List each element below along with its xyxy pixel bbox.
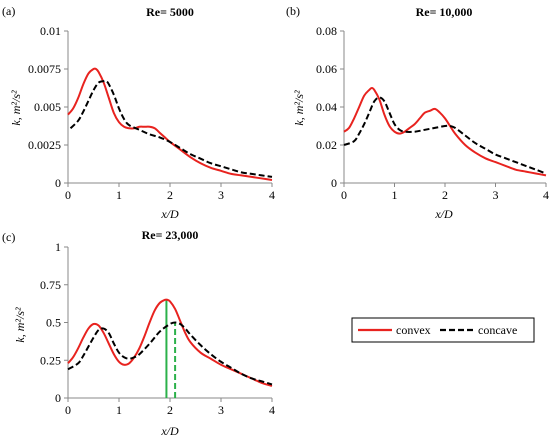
panel-b-plot: 0 0.02 0.04 0.06 0.08 0 1 2 3 4 bbox=[316, 24, 549, 202]
panel-c-xtick-label: 1 bbox=[116, 403, 122, 417]
panel-c-xtick-label: 0 bbox=[65, 403, 71, 417]
panel-a-ytick-label: 0 bbox=[55, 176, 61, 190]
panel-a-xtick-label: 3 bbox=[218, 188, 224, 202]
panel-a-xtick-label: 4 bbox=[269, 188, 275, 202]
legend-label-convex: convex bbox=[396, 323, 431, 337]
panel-b-xtick-label: 0 bbox=[341, 188, 347, 202]
panel-c-xtick-label: 2 bbox=[167, 403, 173, 417]
panel-a-series-convex bbox=[67, 67, 273, 181]
panel-a-ytick-label: 0.005 bbox=[34, 100, 61, 114]
panel-b-xtick-label: 2 bbox=[442, 188, 448, 202]
panel-a-title: Re= 5000 bbox=[146, 5, 194, 19]
panel-b-ytick-label: 0.02 bbox=[316, 138, 337, 152]
panel-a-xtick-label: 0 bbox=[65, 188, 71, 202]
panel-b-series-concave bbox=[343, 96, 547, 175]
panel-a-ytick-label: 0.0025 bbox=[28, 138, 61, 152]
panel-c-title: Re= 23,000 bbox=[142, 228, 199, 242]
panel-a: (a) Re= 5000 x/D k, m²/s² 0 0.0025 0.005 0.… bbox=[2, 4, 275, 221]
panel-c-series-convex bbox=[67, 298, 273, 387]
panel-b-ytick-label: 0 bbox=[331, 176, 337, 190]
panel-a-plot: 0 0.0025 0.005 0.0075 0.01 0 1 2 3 4 bbox=[28, 24, 275, 202]
panel-b-ytick-label: 0.06 bbox=[316, 62, 337, 76]
panel-c-series-concave bbox=[67, 321, 273, 386]
panel-c-ytick-label: 0.25 bbox=[40, 353, 61, 367]
panel-b-xtick-label: 3 bbox=[493, 188, 499, 202]
panel-a-xlabel: x/D bbox=[160, 207, 179, 221]
panel-a-label: (a) bbox=[2, 4, 15, 18]
legend-label-concave: concave bbox=[478, 323, 517, 337]
panel-a-xtick-label: 2 bbox=[167, 188, 173, 202]
panel-b-ytick-label: 0.04 bbox=[316, 100, 337, 114]
panel-b-xlabel: x/D bbox=[434, 207, 453, 221]
panel-a-ylabel: k, m²/s² bbox=[9, 90, 23, 126]
panel-c-ylabel: k, m²/s² bbox=[13, 307, 27, 343]
panel-c-xtick-label: 4 bbox=[269, 403, 275, 417]
panel-c-ytick-label: 0.5 bbox=[46, 316, 61, 330]
panel-c-xlabel: x/D bbox=[160, 424, 179, 438]
panel-c-ytick-label: 1 bbox=[55, 240, 61, 254]
panel-a-series-concave bbox=[69, 79, 273, 178]
panel-a-ytick-label: 0.01 bbox=[40, 24, 61, 38]
panel-a-xtick-label: 1 bbox=[116, 188, 122, 202]
panel-a-ytick-label: 0.0075 bbox=[28, 62, 61, 76]
panel-b: (b) Re= 10,000 x/D k, m²/s² 0 0.02 0.04 0.0… bbox=[286, 4, 549, 221]
panel-c-ytick-label: 0.75 bbox=[40, 278, 61, 292]
panel-c-plot: 0 0.25 0.5 0.75 1 0 1 2 3 4 bbox=[40, 240, 275, 417]
panel-b-ytick-label: 0.08 bbox=[316, 24, 337, 38]
legend: convex concave bbox=[351, 317, 535, 343]
panel-b-title: Re= 10,000 bbox=[416, 5, 473, 19]
panel-c-label: (c) bbox=[2, 230, 15, 244]
panel-c-ytick-label: 0 bbox=[55, 391, 61, 405]
panel-b-xtick-label: 4 bbox=[543, 188, 549, 202]
panel-c-xtick-label: 3 bbox=[218, 403, 224, 417]
panel-b-xtick-label: 1 bbox=[392, 188, 398, 202]
panel-c: (c) Re= 23,000 x/D k, m²/s² 0 0.25 0.5 0.75… bbox=[2, 228, 275, 438]
panel-b-ylabel: k, m²/s² bbox=[292, 90, 306, 126]
panel-b-series-convex bbox=[343, 87, 547, 177]
panel-b-label: (b) bbox=[286, 4, 300, 18]
